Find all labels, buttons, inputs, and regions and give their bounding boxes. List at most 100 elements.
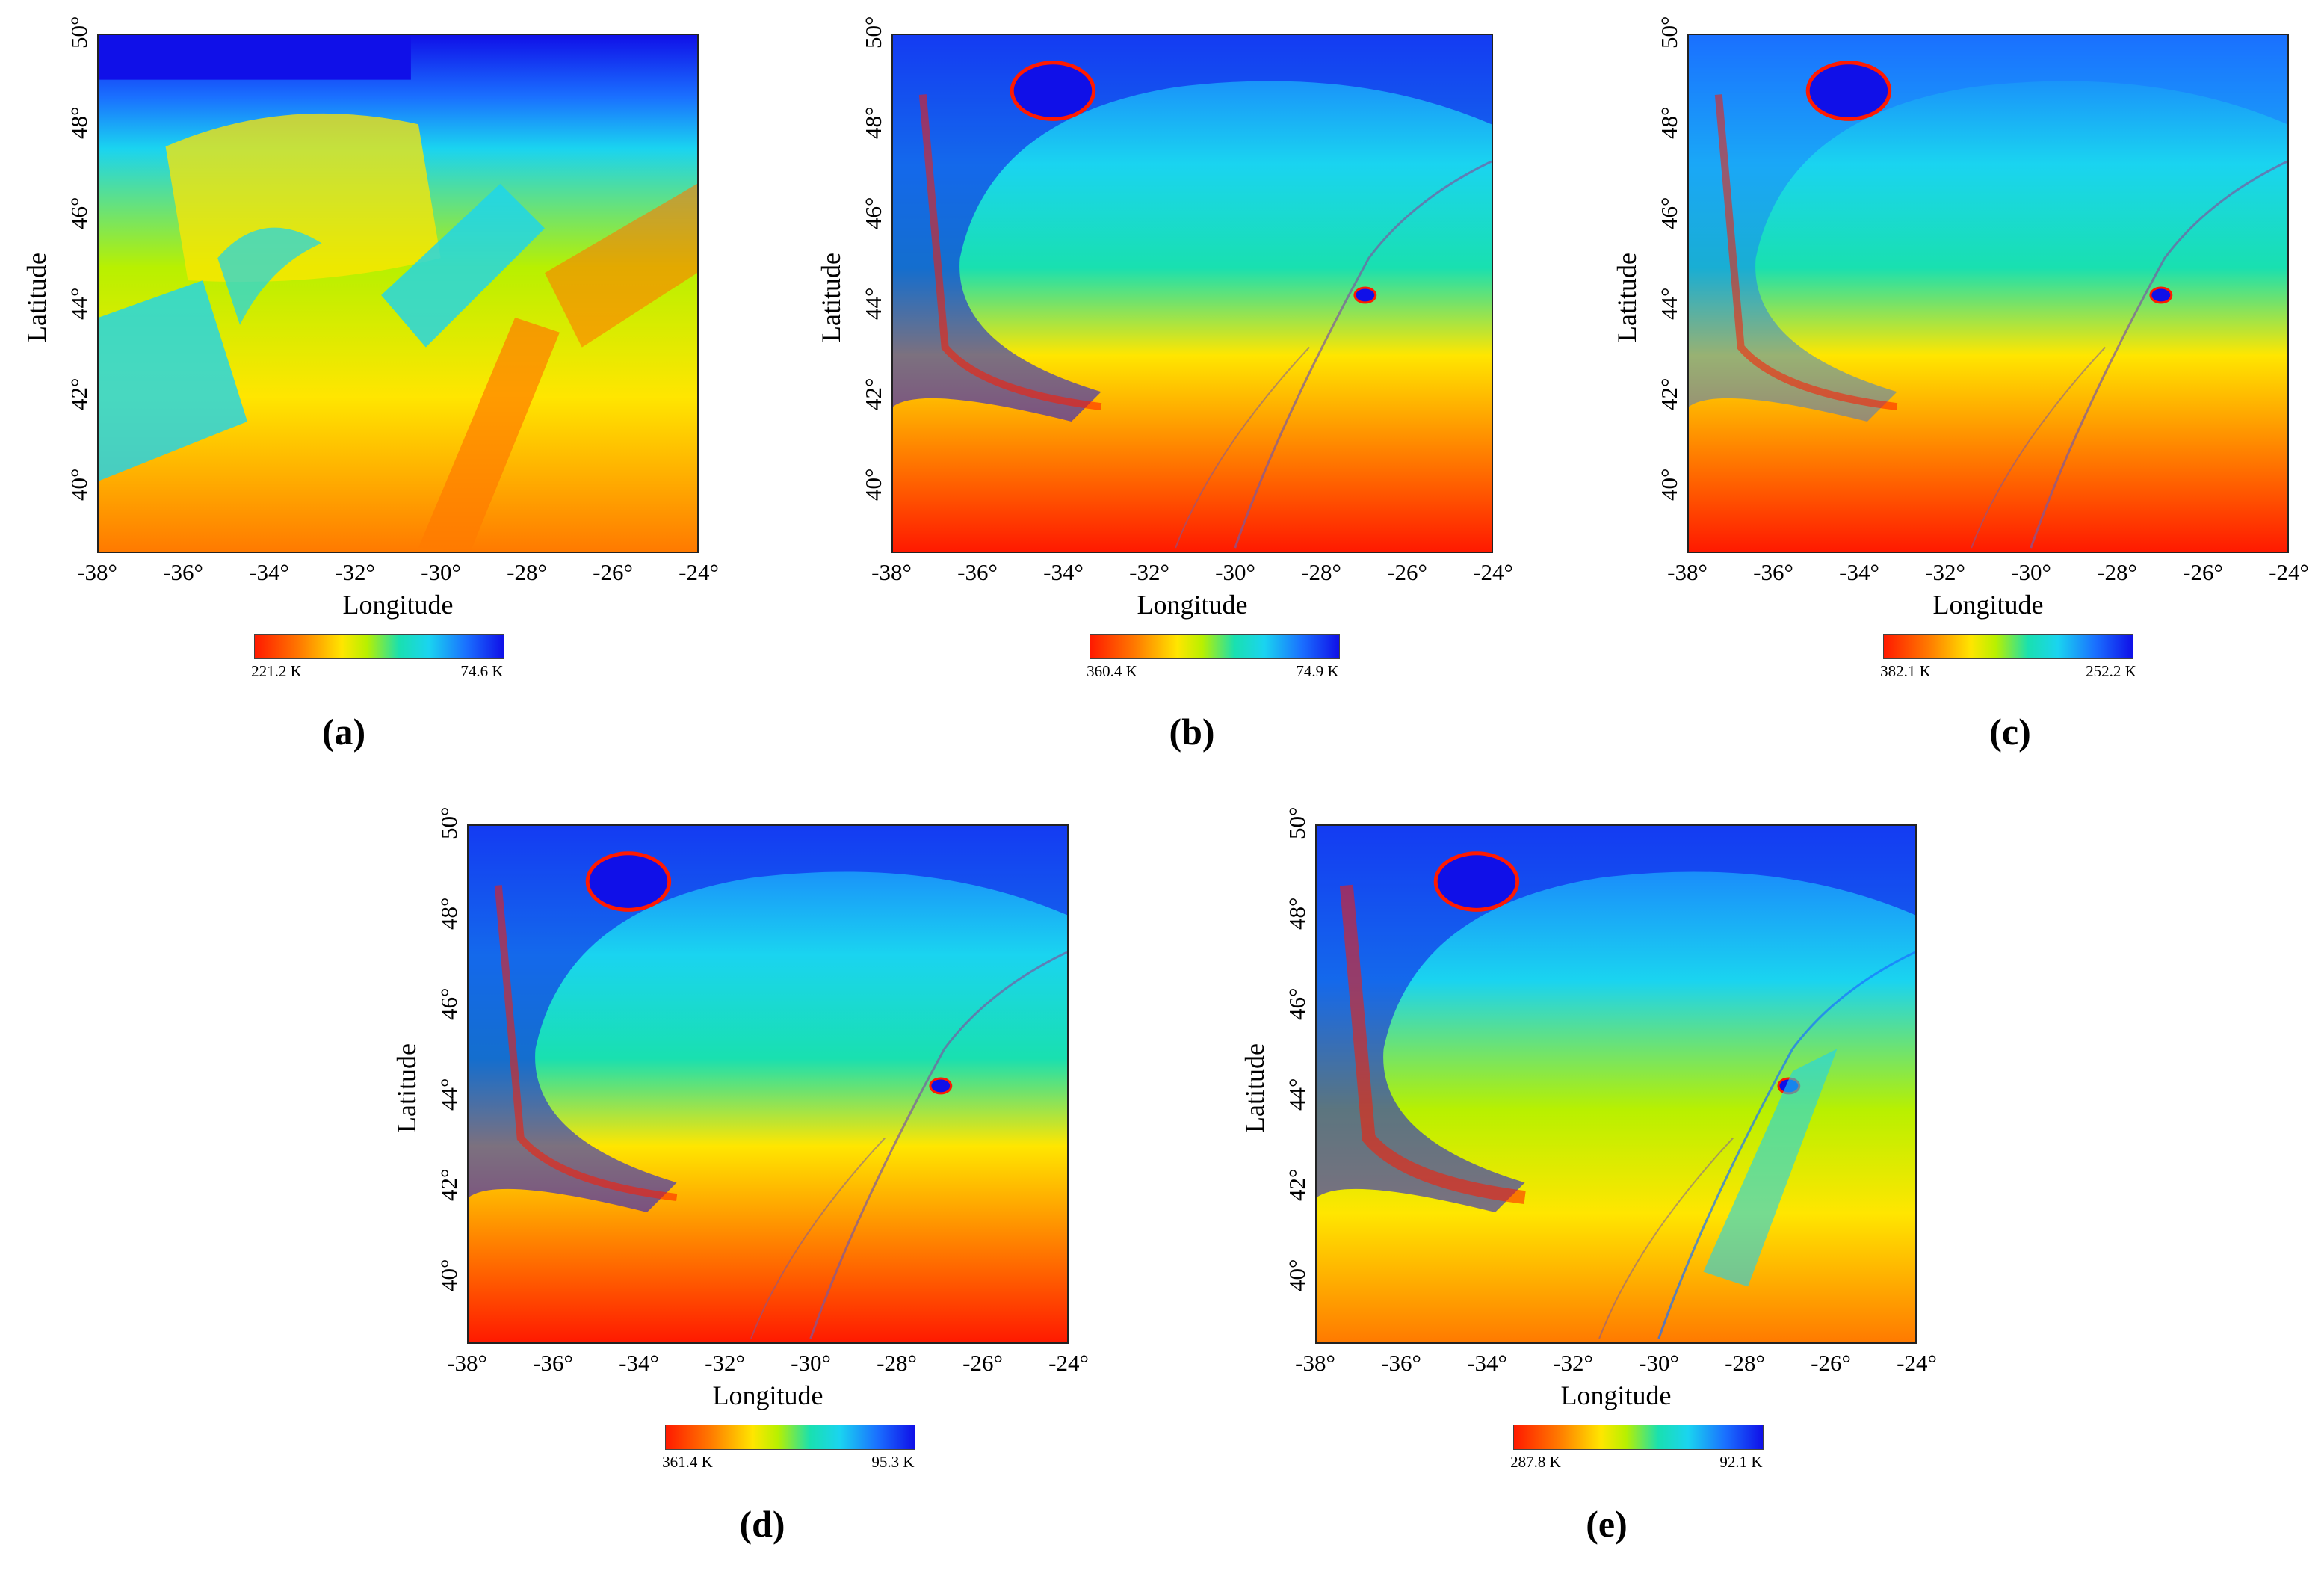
x-tick-label: -26° [962,1350,1003,1376]
y-tick-label: 40° [436,1259,462,1291]
y-tick-label: 48° [1284,897,1310,930]
colorbar [1513,1425,1764,1450]
crater [1433,851,1520,912]
y-tick-label: 40° [1284,1259,1310,1291]
y-tick-label: 44° [1284,1078,1310,1111]
x-tick-label: -32° [1925,559,1965,585]
x-tick-label: -30° [421,559,461,585]
y-tick-label: 50° [436,806,462,839]
y-axis-label: Latitude [816,252,846,342]
y-tick-label: 46° [1656,197,1682,229]
y-tick-label: 42° [436,1168,462,1201]
colorbar [665,1425,915,1450]
x-tick-label: -30° [1215,559,1255,585]
y-tick-label: 44° [1656,287,1682,320]
colorbar-max-label: 74.6 K [460,662,504,680]
map-rille [1657,951,1915,1339]
map-ridge [918,94,1102,411]
x-tick-label: -24° [2269,559,2309,585]
map-image [97,34,699,553]
x-tick-label: -38° [77,559,117,585]
map-region [1703,1049,1838,1287]
map-region [418,317,560,552]
x-tick-label: -28° [1725,1350,1765,1376]
y-tick-label: 48° [1656,106,1682,139]
map-rille [750,1137,886,1339]
map-image [1687,34,2289,553]
colorbar-min-label: 361.4 K [662,1453,713,1471]
map-region [99,280,248,481]
panel-label: (d) [739,1503,785,1545]
colorbar-max-label: 252.2 K [2086,662,2136,680]
x-tick-label: -36° [1381,1350,1421,1376]
map-image [467,824,1069,1344]
x-tick-label: -32° [705,1350,745,1376]
map-region [545,183,697,348]
y-tick-label: 42° [1656,377,1682,410]
y-tick-label: 50° [1656,16,1682,49]
y-tick-label: 44° [66,287,92,320]
map-region [381,183,546,348]
y-tick-label: 42° [1284,1168,1310,1201]
colorbar-max-label: 95.3 K [871,1453,915,1471]
crater [2149,286,2173,304]
colorbar-min-label: 382.1 K [1880,662,1931,680]
map-highlands [469,826,1067,1213]
colorbar-min-label: 287.8 K [1510,1453,1561,1471]
map-region [165,113,441,283]
map-region [99,35,411,80]
x-tick-label: -38° [1667,559,1708,585]
colorbar-max-label: 92.1 K [1719,1453,1763,1471]
y-tick-label: 50° [860,16,886,49]
x-tick-label: -26° [2183,559,2223,585]
x-tick-label: -34° [1467,1350,1507,1376]
map-ridge [494,885,678,1202]
y-tick-label: 50° [1284,806,1310,839]
x-tick-label: -28° [2097,559,2137,585]
colorbar [1883,634,2133,659]
y-tick-label: 44° [860,287,886,320]
map-image [891,34,1493,553]
x-tick-label: -32° [335,559,375,585]
map-render [99,35,697,552]
x-tick-label: -32° [1129,559,1169,585]
x-tick-label: -30° [2011,559,2051,585]
x-tick-label: -26° [1387,559,1427,585]
map-rille [1971,346,2106,549]
x-tick-label: -24° [1897,1350,1937,1376]
crater [585,851,672,912]
y-tick-label: 48° [860,106,886,139]
map-image [1315,824,1917,1344]
x-tick-label: -28° [877,1350,917,1376]
map-rille [2030,160,2287,549]
x-tick-label: -36° [957,559,998,585]
map-ridge [1714,94,1898,411]
y-tick-label: 46° [1284,987,1310,1020]
x-tick-label: -34° [1839,559,1879,585]
y-tick-label: 46° [860,197,886,229]
map-region [217,227,322,325]
crater [929,1077,953,1095]
x-tick-label: -38° [871,559,912,585]
y-tick-label: 44° [436,1078,462,1111]
y-axis-label: Latitude [392,1043,421,1133]
x-axis-label: Longitude [1932,590,2044,620]
x-tick-label: -24° [679,559,719,585]
y-tick-label: 40° [66,468,92,501]
x-tick-label: -36° [163,559,203,585]
x-tick-label: -24° [1473,559,1513,585]
y-axis-label: Latitude [22,252,52,342]
map-highlands [1317,826,1915,1213]
x-tick-label: -30° [791,1350,831,1376]
y-tick-label: 48° [66,106,92,139]
x-axis-label: Longitude [1137,590,1248,620]
map-render [1689,35,2287,552]
x-tick-label: -34° [619,1350,659,1376]
x-tick-label: -30° [1639,1350,1679,1376]
panel-label: (b) [1169,711,1215,753]
map-render [1317,826,1915,1342]
map-highlands [1689,35,2287,422]
map-rille [809,951,1067,1339]
x-tick-label: -38° [1295,1350,1335,1376]
x-axis-label: Longitude [712,1380,823,1410]
